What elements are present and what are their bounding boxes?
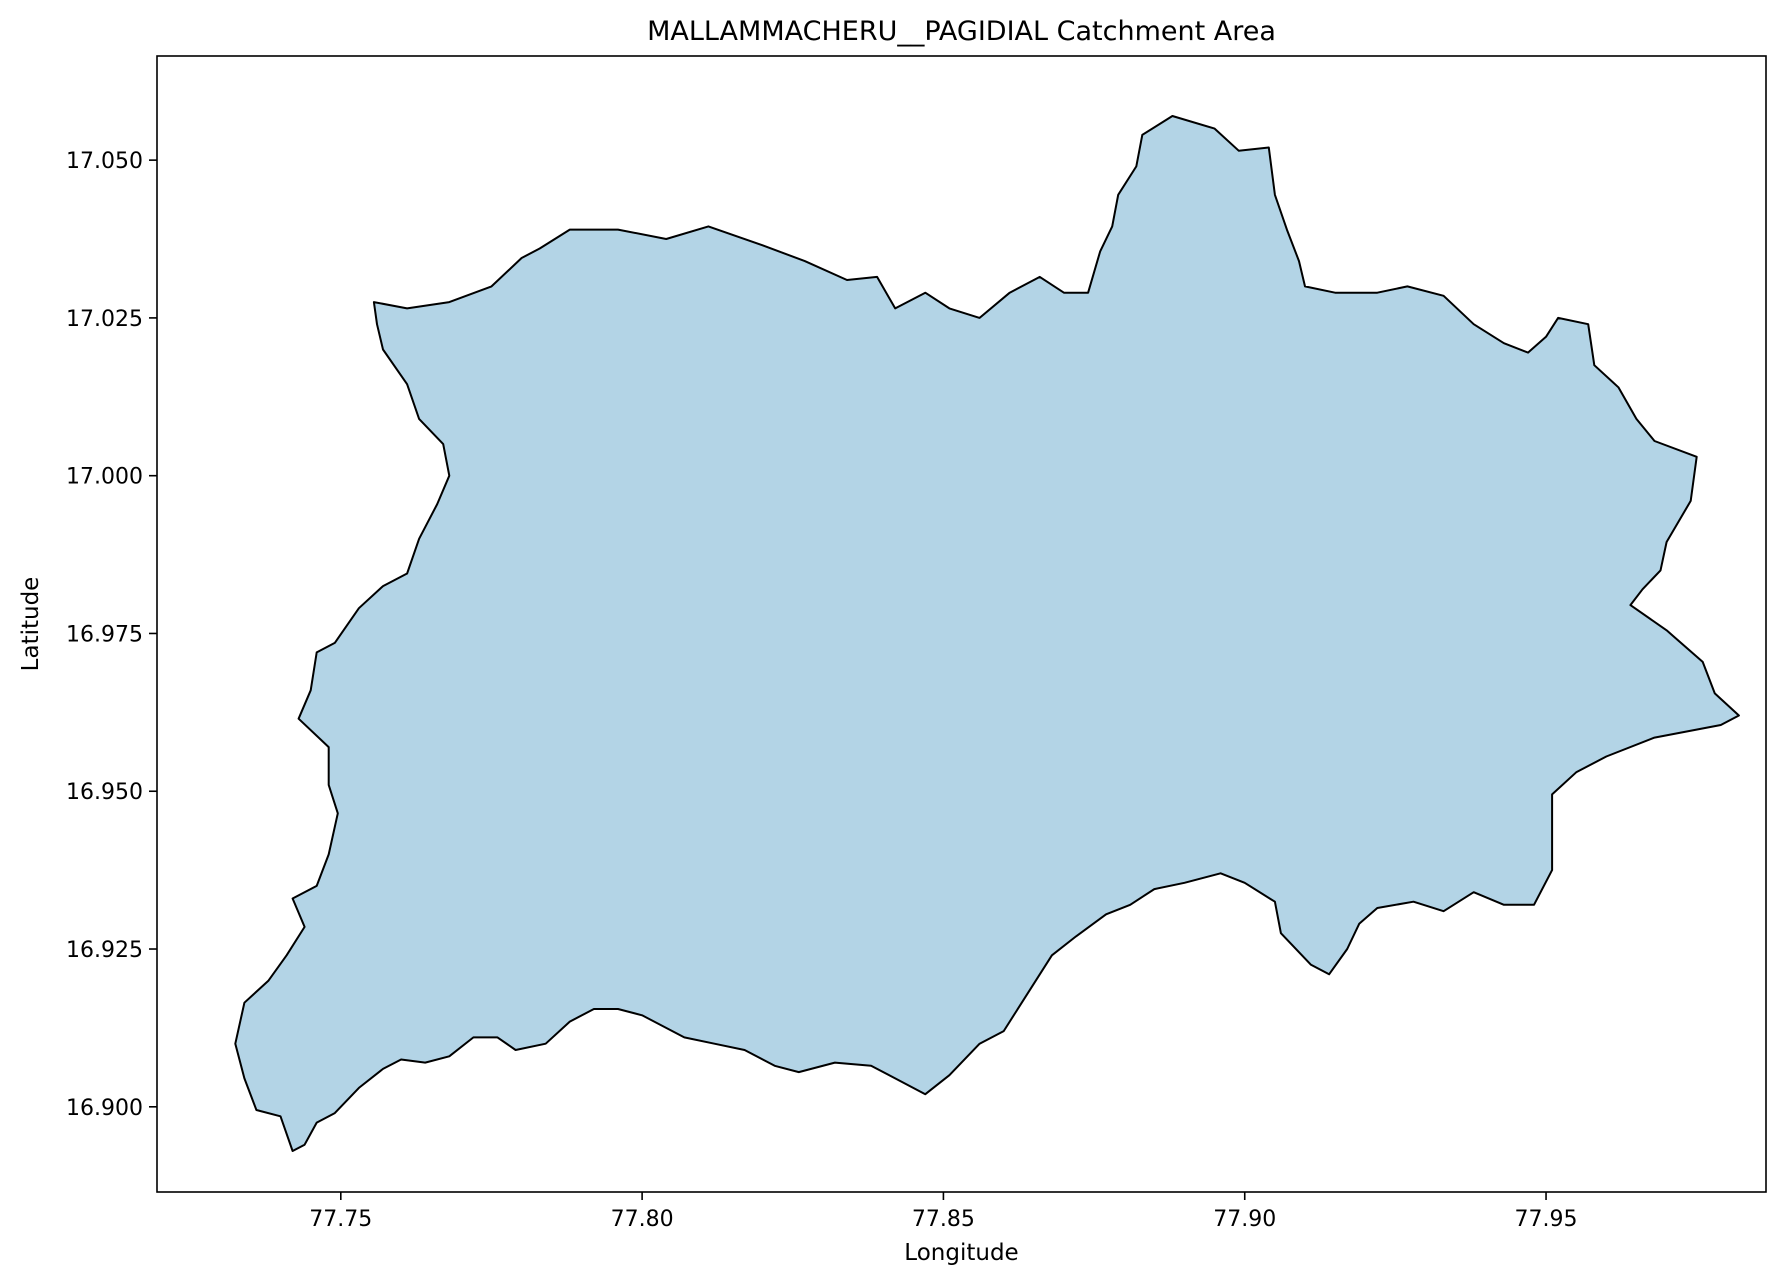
y-tick-label: 17.050 [66, 149, 143, 174]
y-axis-label: Latitude [18, 577, 44, 672]
y-tick-label: 16.925 [66, 938, 143, 963]
axes-frame [156, 55, 1767, 1193]
chart-title: MALLAMMACHERU__PAGIDIAL Catchment Area [647, 16, 1276, 47]
y-tick-label: 17.025 [66, 307, 143, 332]
y-tick-label: 16.975 [66, 622, 143, 647]
x-tick-label: 77.90 [1213, 1207, 1276, 1232]
y-tick-label: 16.950 [66, 780, 143, 805]
y-tick-label: 17.000 [66, 465, 143, 490]
x-tick-label: 77.95 [1515, 1207, 1578, 1232]
catchment-polygon [234, 115, 1740, 1152]
y-tick-label: 16.900 [66, 1096, 143, 1121]
x-tick-label: 77.85 [912, 1207, 975, 1232]
x-axis-label: Longitude [904, 1240, 1018, 1266]
x-tick-label: 77.80 [611, 1207, 674, 1232]
x-tick-label: 77.75 [309, 1207, 372, 1232]
